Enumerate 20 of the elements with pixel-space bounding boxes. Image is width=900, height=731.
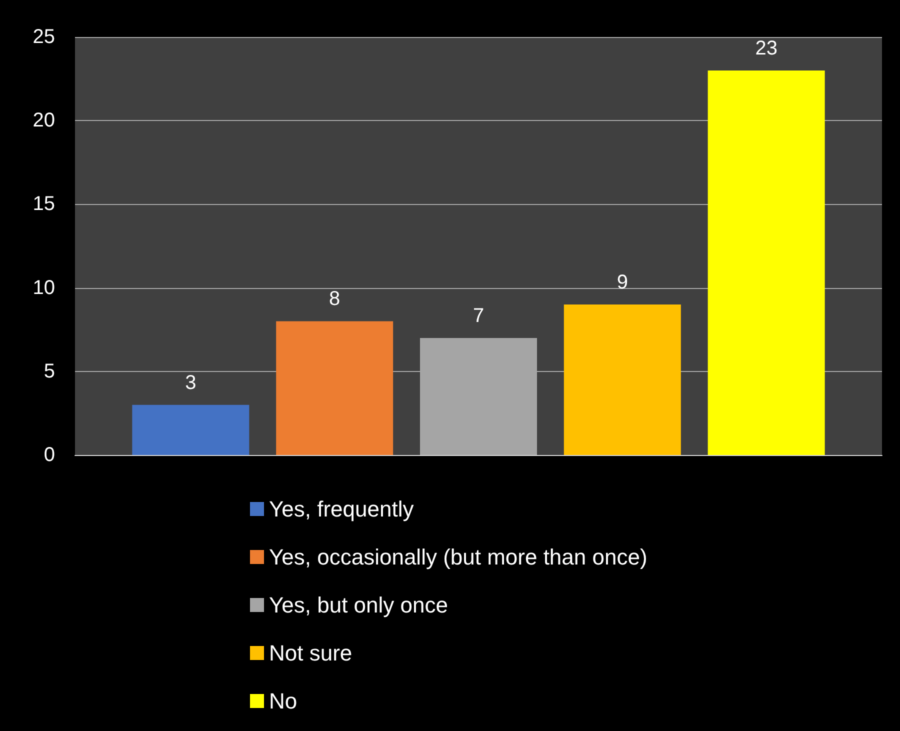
- y-tick-label: 10: [32, 276, 55, 299]
- data-label: 7: [472, 304, 484, 327]
- data-label: 23: [755, 37, 778, 60]
- data-label: 3: [185, 372, 196, 394]
- legend-label: Not sure: [269, 640, 352, 666]
- bar: [132, 404, 250, 455]
- bar: [708, 70, 825, 455]
- legend-label: Yes, but only once: [269, 592, 448, 618]
- y-tick-label: 0: [44, 444, 55, 466]
- legend-label: Yes, occasionally (but more than once): [269, 544, 648, 570]
- legend-label: Yes, frequently: [269, 496, 414, 522]
- y-tick-label: 20: [32, 110, 55, 132]
- bar: [564, 304, 681, 455]
- y-tick-label: 25: [32, 26, 55, 48]
- bar: [276, 321, 394, 455]
- data-label: 9: [616, 272, 628, 294]
- legend-label: No: [269, 688, 298, 714]
- y-tick-label: 5: [44, 360, 55, 382]
- data-label: 8: [329, 288, 340, 310]
- y-tick-label: 15: [32, 193, 55, 216]
